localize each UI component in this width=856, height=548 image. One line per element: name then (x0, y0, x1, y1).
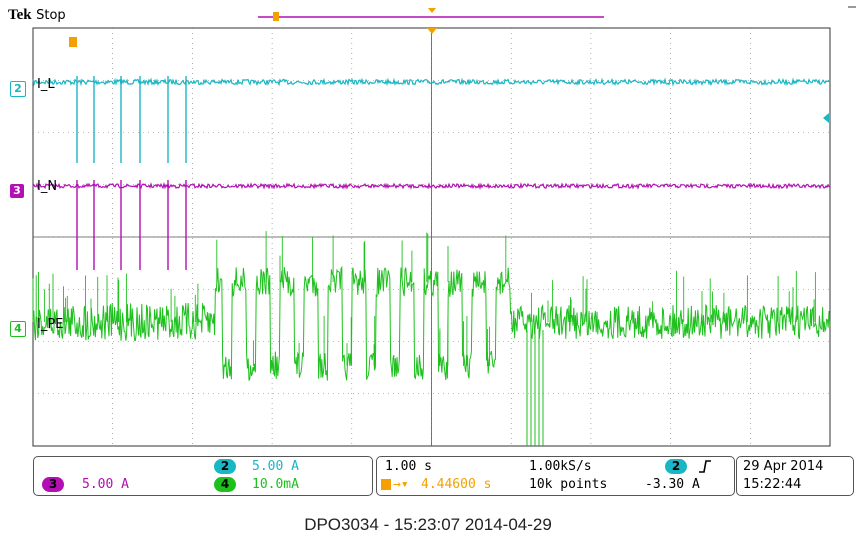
ch3-marker[interactable]: 3 I_N (10, 179, 57, 198)
time: 15:22:44 (743, 477, 802, 492)
ch2-trace (32, 77, 831, 87)
record-length: 10k points (529, 477, 608, 492)
datetime-panel: 29 Apr 2014 15:22:44 (736, 456, 854, 496)
ch4-scale: 10.0mA (252, 477, 299, 492)
ch2-scale: 5.00 A (252, 459, 299, 474)
ch2-scale-badge: 2 (214, 459, 236, 474)
timebase: 1.00 s (385, 459, 432, 474)
ch4-trace (32, 265, 831, 381)
trigger-source-badge: 2 (665, 459, 687, 474)
horizontal-panel[interactable]: 1.00 s 1.00kS/s →▾ 4.44600 s 10k points … (376, 456, 735, 496)
ch2-number: 2 (10, 81, 26, 97)
record-trigger-marker (273, 12, 279, 21)
trigger-t-icon (381, 479, 391, 490)
trigger-position: 4.44600 s (421, 477, 492, 492)
date: 29 Apr 2014 (743, 459, 824, 474)
ch4-scale-badge: 4 (214, 477, 236, 492)
ch4-number: 4 (10, 321, 26, 337)
ch4-label: I_PE (37, 317, 64, 332)
header: Tek Stop (8, 7, 66, 24)
waveform-traces (32, 76, 831, 446)
vertical-scale-panel[interactable]: 2 5.00 A 3 5.00 A 4 10.0mA (33, 456, 373, 496)
ch4-marker[interactable]: 4 I_PE (10, 317, 63, 337)
ch3-trace (32, 181, 831, 191)
ch2-marker[interactable]: 2 I_L (10, 77, 55, 97)
tek-logo: Tek (8, 7, 32, 23)
trigger-level-arrow-icon (823, 113, 829, 123)
ch3-number: 3 (10, 184, 24, 198)
ch3-scale: 5.00 A (82, 477, 129, 492)
ch3-label: I_N (37, 179, 58, 194)
ch3-scale-badge: 3 (42, 477, 64, 492)
trigger-t-marker-icon (69, 37, 77, 47)
graticule-grid (33, 28, 830, 446)
caption: DPO3034 - 15:23:07 2014-04-29 (304, 515, 552, 534)
trigger-level: -3.30 A (645, 477, 700, 492)
trigger-position-icon (427, 28, 437, 34)
top-trigger-arrow-icon (428, 8, 436, 13)
sample-rate: 1.00kS/s (529, 459, 592, 474)
ch2-label: I_L (37, 77, 55, 92)
rising-edge-icon (699, 460, 711, 473)
trigger-arrow-icon: →▾ (393, 477, 409, 492)
run-state[interactable]: Stop (36, 8, 66, 23)
